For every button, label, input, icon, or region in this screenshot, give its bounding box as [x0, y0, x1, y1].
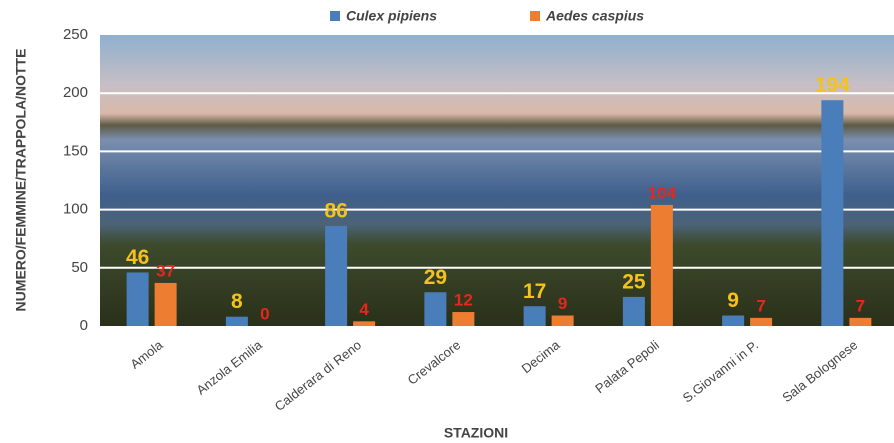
data-label: 17 — [523, 280, 546, 303]
bar — [325, 226, 347, 326]
x-tick-label: S.Giovanni in P. — [680, 337, 761, 405]
bar — [155, 283, 177, 326]
legend-swatch — [530, 11, 540, 21]
y-axis-label: NUMERO/FEMMINE/TRAPPOLA/NOTTE — [13, 49, 29, 312]
data-label: 9 — [558, 294, 567, 313]
data-label: 8 — [231, 290, 243, 313]
y-tick-label: 100 — [63, 201, 88, 218]
data-label: 0 — [260, 304, 269, 323]
data-label: 9 — [727, 289, 739, 312]
legend-swatch — [330, 11, 340, 21]
bar — [750, 318, 772, 326]
data-label: 7 — [856, 296, 865, 315]
bar — [226, 317, 248, 326]
legend-label: Aedes caspius — [545, 8, 644, 24]
data-label: 46 — [126, 246, 149, 269]
bar — [849, 318, 871, 326]
bar — [127, 272, 149, 326]
bar — [821, 100, 843, 326]
data-label: 4 — [359, 300, 369, 319]
background-photo — [100, 35, 894, 326]
bar — [353, 321, 375, 326]
bar — [524, 306, 546, 326]
chart: NUMERO/FEMMINE/TRAPPOLA/NOTTE STAZIONI 0… — [0, 0, 894, 443]
legend-label: Culex pipiens — [346, 8, 437, 24]
bar — [452, 312, 474, 326]
x-tick-label: Decima — [519, 337, 564, 376]
data-label: 194 — [815, 74, 850, 97]
data-label: 37 — [156, 261, 175, 280]
x-tick-label: Sala Bolognese — [779, 337, 860, 405]
bar — [651, 205, 673, 326]
y-tick-label: 0 — [80, 317, 88, 334]
x-tick-label: Crevalcore — [405, 337, 464, 388]
x-tick-label: Amola — [127, 337, 166, 372]
bar — [722, 316, 744, 326]
data-label: 25 — [622, 270, 646, 293]
bar — [424, 292, 446, 326]
data-label: 86 — [324, 199, 347, 222]
x-tick-label: Anzola Emilia — [194, 337, 266, 398]
data-label: 29 — [424, 266, 447, 289]
y-tick-label: 250 — [63, 26, 88, 43]
data-label: 12 — [454, 291, 473, 310]
x-tick-label: Calderara di Reno — [272, 337, 364, 414]
y-tick-label: 200 — [63, 84, 88, 101]
bar — [552, 316, 574, 326]
data-label: 7 — [756, 296, 765, 315]
x-tick-label: Palata Pepoli — [592, 337, 662, 396]
x-axis-label: STAZIONI — [444, 425, 508, 441]
data-label: 104 — [648, 183, 677, 202]
y-tick-label: 150 — [63, 142, 88, 159]
bar — [623, 297, 645, 326]
y-tick-label: 50 — [71, 259, 88, 276]
